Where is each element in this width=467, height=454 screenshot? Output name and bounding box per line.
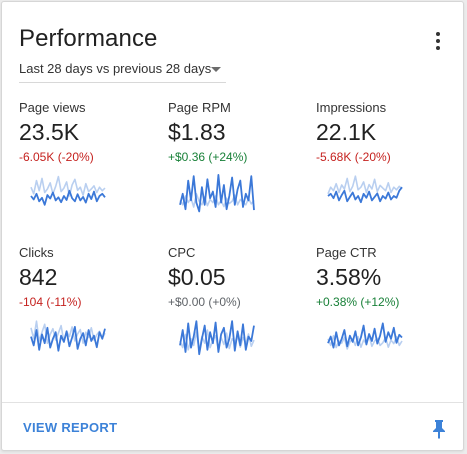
metric-change: +$0.00 (+0%) (168, 295, 241, 309)
card-title: Performance (19, 25, 158, 52)
metric-value: 22.1K (316, 119, 377, 145)
sparkline-current-line (30, 189, 106, 206)
metric-label: Impressions (316, 100, 387, 115)
metric-value: 3.58% (316, 264, 382, 290)
footer-divider (2, 402, 463, 403)
sparkline-cpc (179, 320, 255, 356)
metric-impressions[interactable]: Impressions 22.1K -5.68K (-20%) (316, 100, 456, 240)
metric-change: -5.68K (-20%) (316, 150, 391, 164)
sparkline-page-ctr (327, 322, 403, 350)
sparkline-current-line (327, 186, 403, 204)
sparkline-page-views (30, 175, 106, 206)
metric-clicks[interactable]: Clicks 842 -104 (-11%) (19, 245, 159, 385)
metric-label: Clicks (19, 245, 54, 260)
sparkline-previous-line (30, 175, 106, 197)
sparkline-clicks (30, 320, 106, 352)
pin-button[interactable] (431, 419, 447, 439)
metric-change: -104 (-11%) (19, 295, 82, 309)
metric-label: Page views (19, 100, 86, 115)
metric-label: Page CTR (316, 245, 377, 260)
metric-change: +0.38% (+12%) (316, 295, 400, 309)
sparkline-impressions (327, 175, 403, 204)
sparkline-current-line (179, 174, 255, 213)
sparkline-current-line (30, 325, 106, 352)
sparkline-page-rpm (179, 174, 255, 213)
sparkline-previous-line (327, 175, 403, 195)
metric-value: $1.83 (168, 119, 226, 145)
sparkline-current-line (179, 320, 255, 356)
date-range-label: Last 28 days vs previous 28 days (19, 61, 212, 76)
metric-label: CPC (168, 245, 196, 260)
metric-cpc[interactable]: CPC $0.05 +$0.00 (+0%) (168, 245, 308, 385)
metric-change: +$0.36 (+24%) (168, 150, 248, 164)
date-range-select[interactable]: Last 28 days vs previous 28 days (19, 60, 226, 83)
more-vert-icon (436, 32, 440, 50)
sparkline-current-line (327, 322, 403, 349)
metric-page-views[interactable]: Page views 23.5K -6.05K (-20%) (19, 100, 159, 240)
metric-change: -6.05K (-20%) (19, 150, 94, 164)
metric-value: 23.5K (19, 119, 80, 145)
metric-label: Page RPM (168, 100, 231, 115)
pin-icon (433, 420, 445, 439)
view-report-link[interactable]: VIEW REPORT (23, 420, 118, 435)
metric-page-rpm[interactable]: Page RPM $1.83 +$0.36 (+24%) (168, 100, 308, 240)
metric-value: 842 (19, 264, 58, 290)
metric-value: $0.05 (168, 264, 226, 290)
more-menu-button[interactable] (428, 30, 448, 52)
dropdown-caret-icon (211, 67, 221, 72)
metric-page-ctr[interactable]: Page CTR 3.58% +0.38% (+12%) (316, 245, 456, 385)
